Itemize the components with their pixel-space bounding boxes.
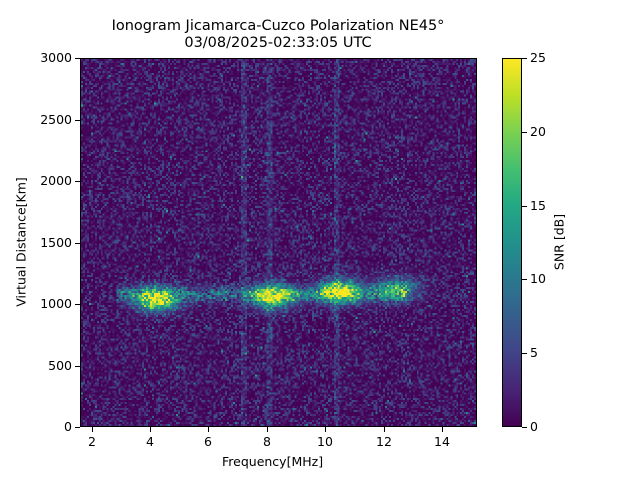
x-tick-label: 4 [146,434,154,449]
colorbar-tick-label: 5 [530,345,538,360]
x-tick-mark [325,427,326,432]
x-tick-label: 12 [376,434,392,449]
colorbar-tick-mark [522,353,527,354]
y-axis-label: Virtual Distance[Km] [13,177,29,307]
x-tick-label: 8 [263,434,271,449]
y-tick-label: 3000 [40,50,72,65]
y-tick-mark [75,58,80,59]
x-tick-label: 2 [88,434,96,449]
y-tick-mark [75,427,80,428]
x-tick-label: 6 [204,434,212,449]
y-tick-label: 2500 [40,112,72,127]
y-tick-mark [75,120,80,121]
x-tick-mark [384,427,385,432]
colorbar-tick-label: 10 [530,271,546,286]
snr-colorbar [502,58,522,427]
ionogram-plot-area [80,58,477,427]
x-tick-mark [442,427,443,432]
colorbar-tick-label: 25 [530,50,546,65]
y-tick-mark [75,243,80,244]
x-tick-mark [150,427,151,432]
y-tick-mark [75,181,80,182]
colorbar-tick-mark [522,132,527,133]
x-tick-label: 14 [434,434,450,449]
x-axis-label: Frequency[MHz] [222,454,324,469]
y-tick-label: 500 [48,358,72,373]
colorbar-label: SNR [dB] [551,213,567,271]
y-tick-label: 0 [64,419,72,434]
colorbar-tick-mark [522,58,527,59]
x-tick-mark [92,427,93,432]
colorbar-tick-mark [522,279,527,280]
chart-title: Ionogram Jicamarca-Cuzco Polarization NE… [111,18,445,34]
snr-heatmap [81,59,476,426]
colorbar-tick-mark [522,427,527,428]
y-tick-mark [75,304,80,305]
colorbar-tick-label: 20 [530,124,546,139]
x-tick-mark [208,427,209,432]
colorbar-tick-label: 0 [530,419,538,434]
chart-subtitle: 03/08/2025-02:33:05 UTC [184,35,372,51]
colorbar-tick-label: 15 [530,198,546,213]
x-tick-mark [267,427,268,432]
y-tick-label: 1500 [40,235,72,250]
y-tick-mark [75,366,80,367]
x-tick-label: 10 [317,434,333,449]
colorbar-tick-mark [522,206,527,207]
y-tick-label: 2000 [40,173,72,188]
y-tick-label: 1000 [40,296,72,311]
